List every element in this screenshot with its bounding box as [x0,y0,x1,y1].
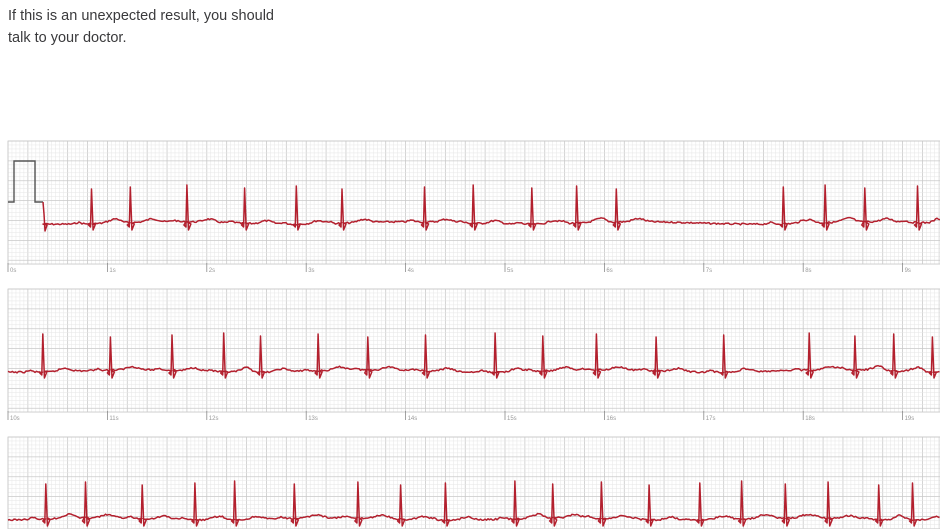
time-tick-label: 7s [706,268,712,274]
time-tick-label: 6s [606,268,612,274]
ecg-grid [7,436,940,529]
ecg-trace [7,480,940,527]
time-tick-label: 13s [308,416,318,422]
time-tick-label: 19s [905,416,915,422]
time-tick-label: 5s [507,268,513,274]
ecg-trace [7,332,940,379]
notice-line-1: If this is an unexpected result, you sho… [8,8,274,24]
ecg-trace [42,184,940,232]
time-tick-label: 14s [408,416,418,422]
ecg-grid [7,140,940,265]
time-tick-label: 3s [308,268,314,274]
time-tick-label: 15s [507,416,517,422]
time-tick-label: 0s [10,268,16,274]
time-tick-label: 1s [109,268,115,274]
time-tick-label: 16s [606,416,616,422]
time-tick-label: 11s [109,416,118,422]
calibration-pulse [8,160,43,203]
time-tick-label: 18s [805,416,815,422]
time-tick-label: 10s [10,416,20,422]
result-notice: If this is an unexpected result, you sho… [8,5,274,49]
time-tick-label: 2s [209,268,215,274]
ecg-grid [7,288,940,413]
time-tick-label: 17s [706,416,716,422]
time-tick-label: 4s [408,268,414,274]
time-tick-label: 8s [805,268,811,274]
ecg-strip-2: 10s 11s 12s 13s 14s 15s 16s 17s 18s 19s [7,288,940,422]
notice-line-2: talk to your doctor. [8,30,127,46]
ecg-strip-3 [7,436,940,529]
ecg-strip-1: 0s 1s 2s 3s 4s 5s 6s 7s 8s 9s [7,140,940,274]
time-tick-label: 12s [209,416,219,422]
time-tick-label: 9s [905,268,911,274]
